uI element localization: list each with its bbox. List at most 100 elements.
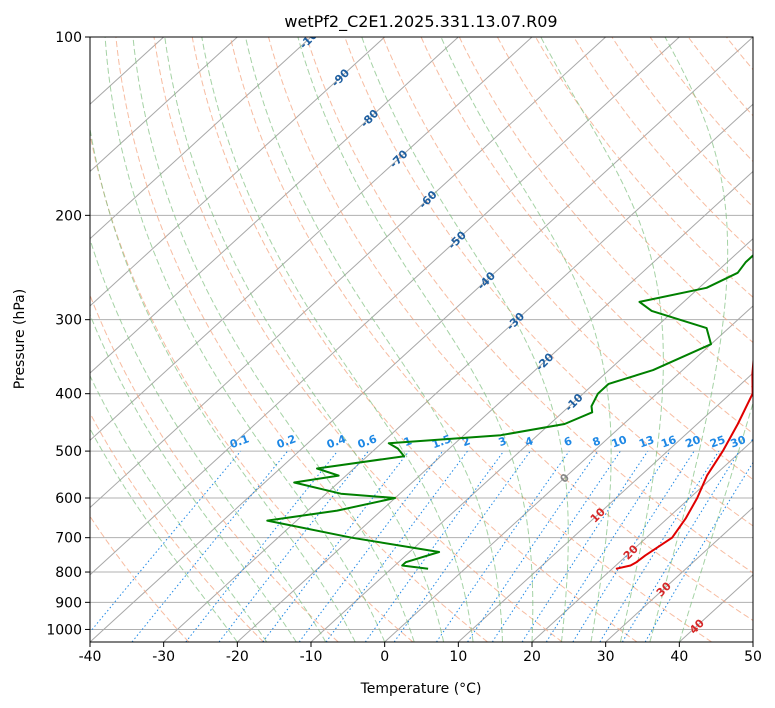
y-tick-label: 500 (55, 444, 82, 460)
moist-adiabat-line (540, 37, 664, 642)
moist-adiabat-line (104, 37, 386, 642)
mixing-ratio-line (325, 450, 468, 642)
mixing-ratio-line (90, 450, 242, 633)
dry-adiabat-line (268, 37, 753, 622)
isotherm-line (90, 37, 312, 240)
moist-adiabat-line (132, 37, 415, 642)
temperature-line (615, 354, 753, 570)
moist-adiabat-line (245, 37, 503, 642)
dewpoint-line (266, 254, 753, 570)
mixing-ratio-label: 0.6 (356, 432, 379, 451)
isotherm-line (90, 37, 386, 307)
isotherm-line (90, 37, 459, 374)
isotherm-line (531, 439, 753, 642)
x-tick-label: 20 (523, 649, 541, 665)
mixing-ratio-line (262, 450, 410, 642)
mixing-ratio-label: 6 (562, 434, 574, 449)
moist-adiabat-line (201, 37, 474, 642)
y-tick-label: 700 (55, 531, 82, 547)
moist-adiabat-line (90, 313, 297, 642)
x-tick-label: -10 (300, 649, 323, 665)
dry-adiabat-line (191, 37, 638, 642)
mixing-ratio-label: 25 (708, 433, 727, 450)
dry-adiabat-line (344, 37, 753, 527)
y-axis-label: Pressure (hPa) (12, 289, 28, 389)
moist-adiabat-line (678, 401, 753, 642)
dry-adiabat-line (90, 131, 414, 642)
moist-adiabat-line (649, 37, 729, 642)
isotherm-line (90, 37, 607, 509)
x-tick-label: 50 (744, 649, 762, 665)
mixing-ratio-line (467, 450, 599, 642)
background-lines (90, 37, 775, 642)
mixing-ratio-label: 16 (659, 433, 678, 451)
moist-adiabat-line (90, 237, 327, 642)
mixing-ratio-line (393, 450, 531, 642)
moist-adiabat-line (440, 37, 612, 642)
moist-adiabat-line (90, 427, 238, 642)
mixing-ratio-label: 2 (461, 434, 473, 449)
moist-adiabat-line (164, 37, 445, 642)
isotherm-line (384, 305, 753, 642)
mixing-ratio-label: 8 (591, 434, 603, 449)
y-tick-label: 800 (55, 565, 82, 581)
isotherm-line (163, 103, 753, 642)
mixing-ratio-label: 36 (749, 433, 768, 451)
mixing-ratio-line (298, 450, 444, 642)
x-tick-label: -20 (226, 649, 249, 665)
y-tick-label: 600 (55, 491, 82, 507)
mixing-ratio-line (364, 450, 505, 642)
dry-adiabat-line (765, 37, 775, 642)
y-tick-label: 200 (55, 208, 82, 224)
dry-adiabat-line (306, 37, 753, 574)
x-tick-label: 40 (670, 649, 688, 665)
isotherm-line (236, 170, 753, 642)
isotherm-line (605, 506, 753, 642)
dry-adiabat-line (535, 37, 753, 298)
y-tick-label: 900 (55, 595, 82, 611)
isotherm-line (90, 37, 680, 576)
isotherm-line (457, 372, 753, 642)
mixing-ratio-label: 0.2 (275, 432, 298, 451)
dry-adiabat-line (90, 515, 190, 642)
mixing-ratio-label: 4 (523, 434, 535, 449)
y-tick-label: 1000 (46, 622, 82, 638)
isotherm-line (90, 37, 238, 173)
isotherm-line (310, 237, 753, 642)
axis-ticks: -40 -30 -20 -10 0 10 20 30 40 5010020030040050060… (46, 30, 762, 665)
mixing-ratio-line (185, 450, 338, 642)
x-tick-label: 0 (380, 649, 389, 665)
mixing-ratio-label: 0.4 (325, 432, 348, 451)
x-tick-label: -40 (79, 649, 102, 665)
dry-adiabat-line (496, 37, 753, 344)
x-tick-label: 10 (449, 649, 467, 665)
mixing-ratio-line (491, 450, 621, 642)
mixing-ratio-label: 10 (610, 433, 629, 451)
mixing-ratio-line (521, 450, 649, 642)
dry-adiabat-line (229, 37, 712, 642)
mixing-ratio-line (572, 450, 695, 642)
dry-adiabat-line (458, 37, 753, 389)
plot-frame (89, 36, 754, 643)
x-tick-label: 30 (597, 649, 615, 665)
chart-title: wetPf2_C2E1.2025.331.13.07.R09 (284, 12, 557, 32)
x-axis-label: Temperature (°C) (360, 681, 482, 697)
dry-adiabat-line (153, 37, 563, 642)
inner-labels: 0.1 0.2 0.4 0.6 1 1.5 2 3 4 6 8 10 13 16 20 25 30 36-100-… (228, 37, 768, 637)
mixing-ratio-line (436, 450, 570, 642)
moist-adiabat-line (90, 374, 268, 642)
mixing-ratio-label: 3 (497, 434, 509, 449)
dry-adiabat-line (90, 412, 264, 642)
mixing-ratio-label: 20 (684, 433, 703, 451)
y-tick-label: 100 (55, 30, 82, 46)
series-lines (266, 254, 753, 570)
isotherm-line (752, 641, 753, 642)
y-tick-label: 300 (55, 313, 82, 329)
dry-adiabat-line (115, 37, 488, 642)
moist-adiabat-line (361, 37, 569, 642)
y-tick-label: 400 (55, 387, 82, 403)
isotherm-line (90, 37, 533, 442)
isotherm-line (90, 37, 753, 642)
mixing-ratio-line (621, 450, 740, 642)
